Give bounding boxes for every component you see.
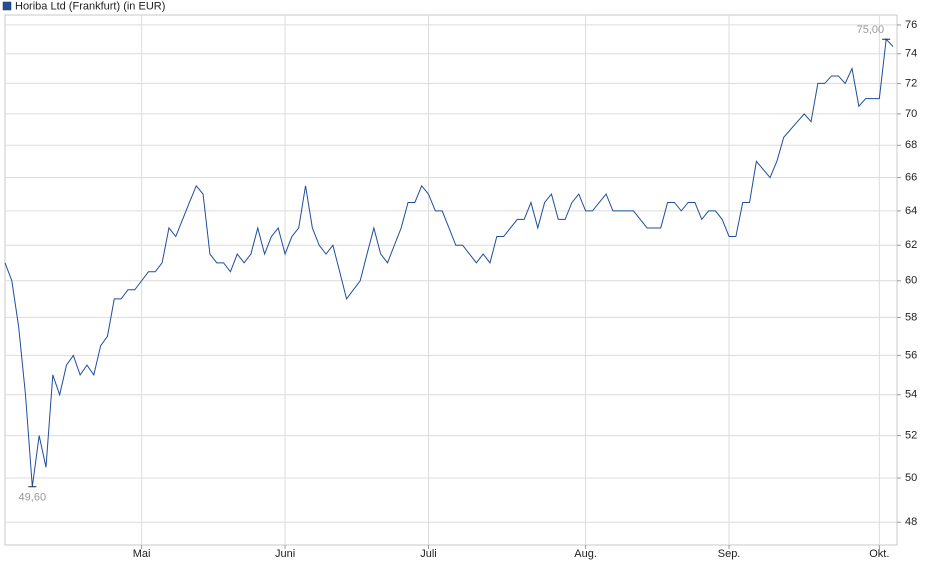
y-tick-label: 58 bbox=[905, 311, 917, 323]
y-tick-label: 66 bbox=[905, 171, 917, 183]
legend-label: Horiba Ltd (Frankfurt) (in EUR) bbox=[15, 0, 165, 12]
y-tick-label: 48 bbox=[905, 516, 917, 528]
y-tick-label: 56 bbox=[905, 349, 917, 361]
y-tick-label: 64 bbox=[905, 205, 917, 217]
x-tick-label: Juli bbox=[420, 548, 437, 560]
extreme-label: 49,60 bbox=[19, 492, 47, 504]
legend-swatch bbox=[2, 1, 12, 11]
y-tick-label: 68 bbox=[905, 139, 917, 151]
y-tick-label: 74 bbox=[905, 48, 917, 60]
x-tick-label: Sep. bbox=[718, 548, 741, 560]
x-tick-label: Mai bbox=[133, 548, 151, 560]
x-tick-label: Juni bbox=[275, 548, 295, 560]
x-tick-label: Okt. bbox=[869, 548, 889, 560]
y-tick-label: 72 bbox=[905, 77, 917, 89]
price-line bbox=[4, 38, 894, 487]
y-tick-label: 52 bbox=[905, 430, 917, 442]
extreme-label: 75,00 bbox=[857, 24, 885, 36]
y-tick-label: 60 bbox=[905, 275, 917, 287]
y-tick-label: 50 bbox=[905, 472, 917, 484]
y-tick-label: 62 bbox=[905, 239, 917, 251]
y-tick-label: 70 bbox=[905, 108, 917, 120]
y-tick-label: 54 bbox=[905, 389, 917, 401]
y-tick-label: 76 bbox=[905, 19, 917, 31]
x-tick-label: Aug. bbox=[574, 548, 597, 560]
plot-area bbox=[4, 14, 898, 546]
